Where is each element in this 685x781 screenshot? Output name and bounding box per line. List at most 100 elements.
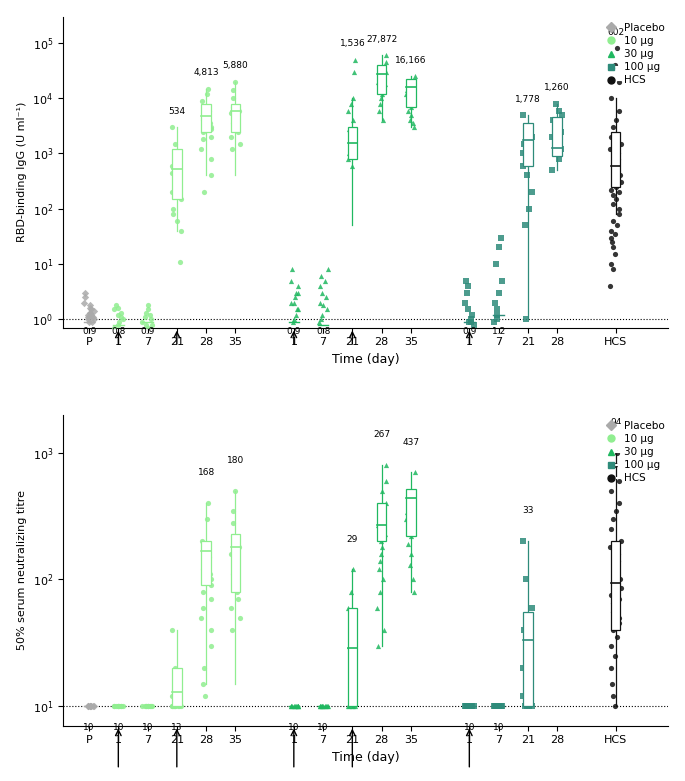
Point [314, 700, 325, 712]
Point [198, 133, 209, 145]
Point [462, 287, 473, 299]
Point [140, 307, 151, 319]
Point [140, 700, 151, 712]
Point [227, 101, 238, 113]
Text: 1,536: 1,536 [340, 39, 365, 48]
Point [609, 173, 620, 185]
Point [108, 700, 119, 712]
Bar [611, 541, 620, 629]
Point [139, 700, 150, 712]
Point [203, 104, 214, 116]
Point [493, 287, 504, 299]
Point [606, 589, 616, 601]
Point [345, 678, 356, 690]
Text: 168: 168 [197, 469, 214, 477]
Point [83, 700, 94, 712]
Point [492, 700, 503, 712]
Point [408, 92, 419, 105]
Point [201, 87, 212, 100]
Point [174, 255, 185, 268]
Point [82, 313, 93, 326]
Point [374, 70, 385, 83]
Point [401, 506, 412, 519]
Point [465, 700, 476, 712]
Point [226, 106, 237, 119]
Text: 10: 10 [142, 723, 153, 732]
Point [140, 700, 151, 712]
Bar [611, 131, 620, 187]
Point [203, 497, 214, 509]
Point [229, 485, 240, 497]
Point [110, 700, 121, 712]
Point [518, 137, 529, 150]
Point [376, 541, 387, 554]
Point [377, 573, 388, 586]
Point [606, 184, 616, 196]
Point [206, 121, 216, 134]
Point [613, 104, 624, 116]
Point [232, 123, 242, 135]
Point [79, 296, 90, 308]
Point [611, 505, 622, 517]
Bar [552, 117, 562, 156]
Point [197, 678, 208, 690]
Point [204, 117, 215, 130]
Point [401, 87, 412, 100]
Point [605, 143, 616, 155]
Point [410, 466, 421, 479]
Point [347, 563, 358, 576]
Point [343, 640, 354, 652]
Text: 0.9: 0.9 [462, 326, 477, 336]
Bar [523, 612, 532, 706]
Point [345, 133, 356, 145]
Point [115, 700, 126, 712]
Point [83, 308, 94, 321]
Point [83, 311, 94, 323]
Point [292, 303, 303, 316]
Point [408, 516, 419, 529]
Point [169, 700, 179, 712]
Point [286, 700, 297, 712]
Point [607, 241, 618, 254]
Point [614, 169, 625, 182]
Point [289, 291, 300, 304]
Point [609, 228, 620, 241]
Point [610, 568, 621, 580]
Point [166, 121, 177, 134]
Point [614, 475, 625, 487]
Text: 29: 29 [347, 534, 358, 544]
Point [520, 678, 531, 690]
Point [614, 617, 625, 629]
Text: 1.2: 1.2 [491, 326, 506, 336]
Text: 33: 33 [522, 506, 534, 515]
Point [518, 535, 529, 547]
Point [232, 586, 242, 598]
Bar [231, 104, 240, 131]
Point [84, 316, 95, 328]
Point [609, 563, 620, 576]
Point [146, 700, 157, 712]
Point [347, 700, 358, 712]
Point [233, 593, 244, 605]
Point [605, 280, 616, 292]
Point [206, 130, 216, 143]
Point [168, 700, 179, 712]
Point [196, 143, 207, 155]
Point [496, 274, 507, 287]
Point [550, 98, 561, 110]
Point [347, 92, 358, 105]
Point [375, 92, 386, 105]
Text: 10: 10 [317, 723, 329, 732]
Point [610, 248, 621, 261]
Point [522, 169, 533, 182]
Bar [377, 65, 386, 94]
Point [489, 700, 500, 712]
Point [609, 650, 620, 662]
Text: 10: 10 [84, 723, 95, 732]
Point [108, 303, 119, 316]
Point [608, 198, 619, 211]
Point [316, 700, 327, 712]
Point [291, 303, 302, 316]
Text: 0.9: 0.9 [82, 326, 97, 336]
Point [521, 313, 532, 326]
